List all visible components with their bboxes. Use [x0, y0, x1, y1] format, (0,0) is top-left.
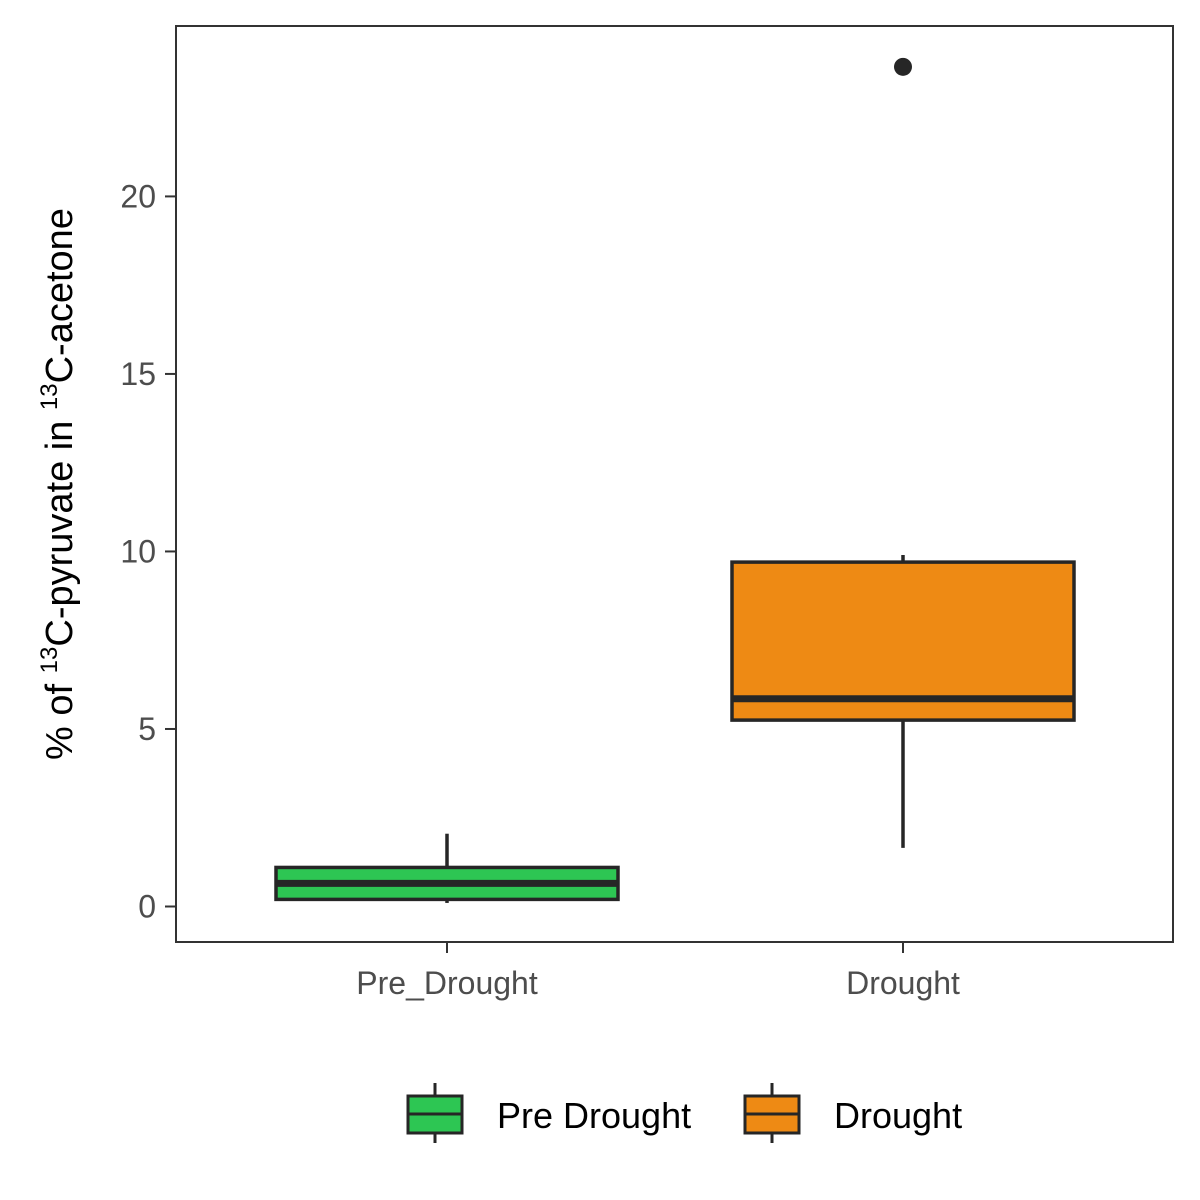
box-pre-drought: [274, 833, 620, 903]
y-axis-title-sup1: 13: [36, 647, 63, 674]
boxes-layer: [274, 57, 1076, 903]
y-axis-title-middle: C-pyruvate in: [39, 410, 81, 647]
y-tick-label: 0: [138, 888, 156, 924]
legend: Pre Drought Drought: [406, 1083, 962, 1143]
y-tick-label: 15: [120, 356, 156, 392]
x-tick-label: Drought: [846, 965, 960, 1001]
x-tick-label: Pre_Drought: [356, 965, 538, 1001]
legend-label: Pre Drought: [497, 1095, 691, 1136]
y-axis: 0 5 10 15 20: [120, 178, 176, 924]
legend-label: Drought: [834, 1095, 962, 1136]
box-iqr: [730, 560, 1076, 722]
y-tick-label: 5: [138, 711, 156, 747]
y-axis-title-prefix: % of: [39, 673, 81, 760]
x-axis: Pre_Drought Drought: [356, 942, 960, 1001]
y-tick-label: 10: [120, 533, 156, 569]
box-drought: [730, 57, 1076, 848]
y-axis-title: % of 13C-pyruvate in 13C-acetone: [36, 208, 81, 760]
y-axis-title-suffix: C-acetone: [39, 208, 81, 383]
plot-panel-border: [175, 25, 1174, 943]
y-axis-title-sup2: 13: [36, 383, 63, 410]
legend-item: Pre Drought: [406, 1083, 691, 1143]
outlier-point: [894, 57, 912, 76]
legend-item: Drought: [743, 1083, 962, 1143]
y-tick-label: 20: [120, 178, 156, 214]
